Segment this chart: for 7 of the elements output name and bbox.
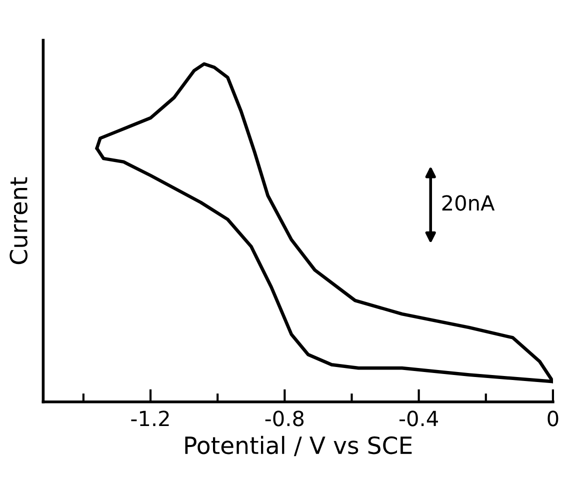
x-tick-label: -1.2 (131, 410, 169, 426)
y-axis-title: Current (10, 177, 28, 264)
x-tick-label: 0 (548, 410, 558, 426)
x-axis-title: Potential / V vs SCE (185, 436, 412, 456)
annotation: 20nA (442, 195, 495, 211)
x-tick-label: -0.8 (265, 410, 304, 426)
x-tick-label: -0.4 (400, 410, 438, 426)
